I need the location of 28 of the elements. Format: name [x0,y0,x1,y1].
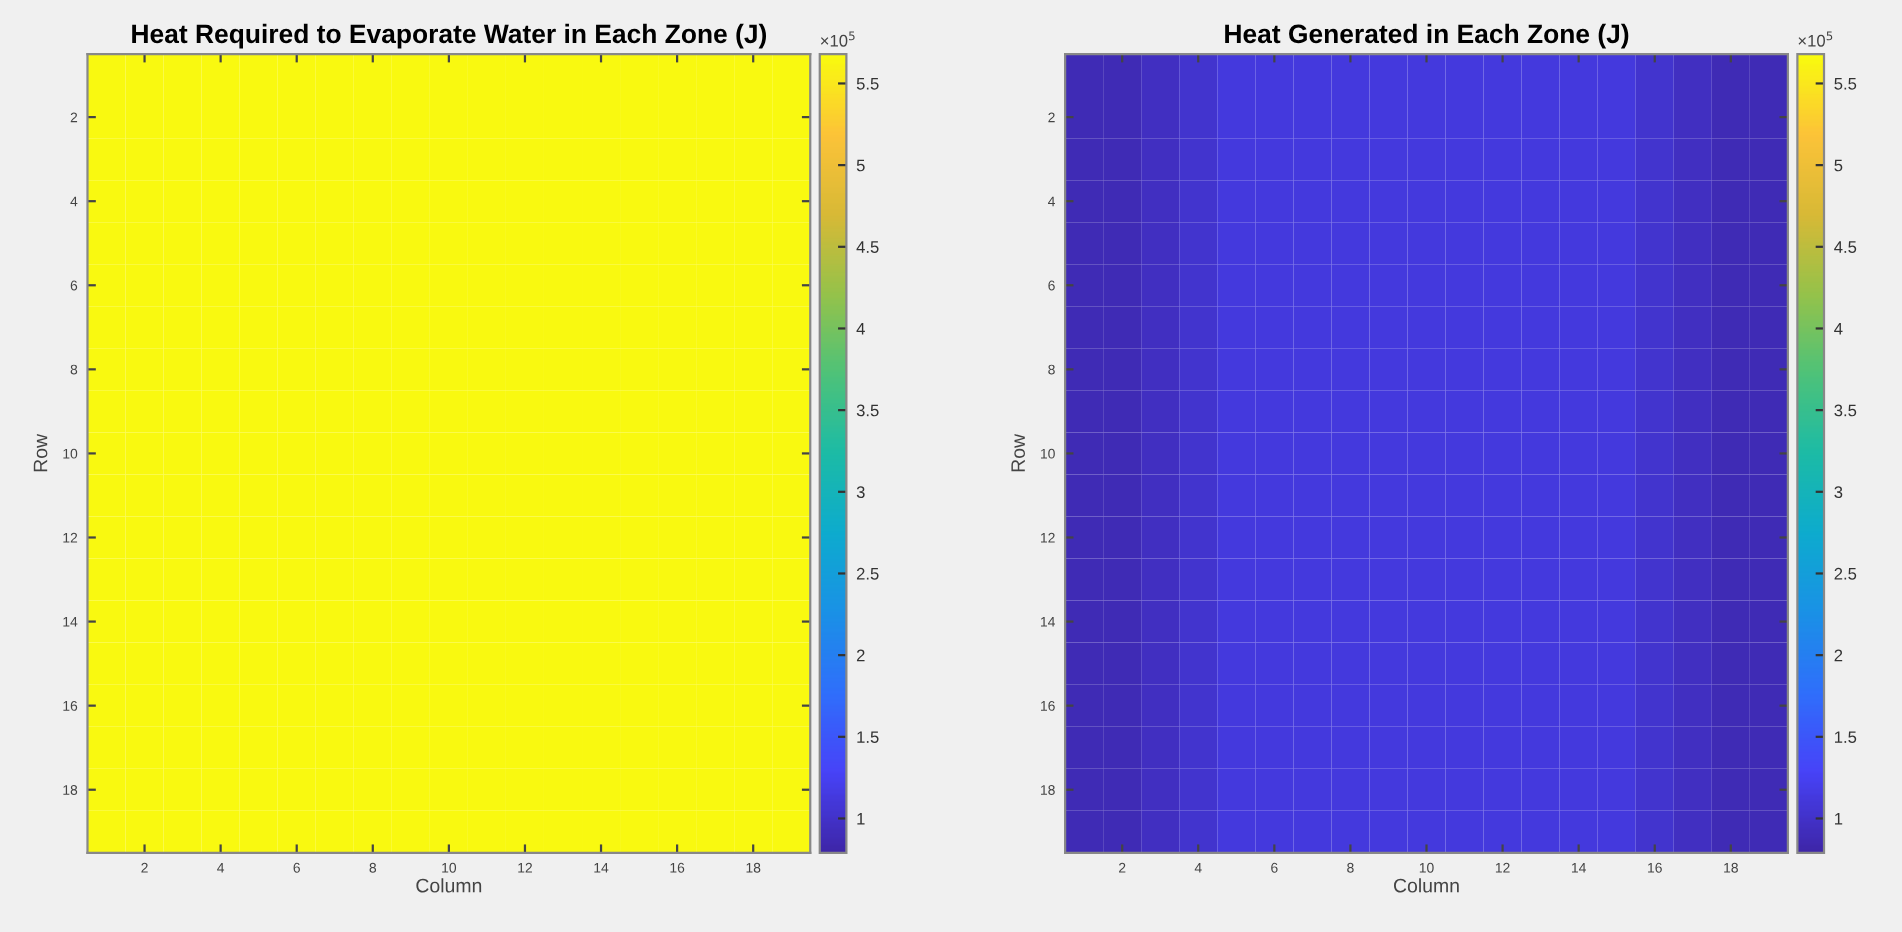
color-bar-label: 1.5 [1835,731,1857,744]
color-bar-label: 5 [856,159,865,172]
color-bar-label: 5.5 [856,78,879,90]
color-bar-label: 3.5 [1834,404,1857,417]
color-bar-label: 2.5 [1834,567,1857,580]
color-bar-label: 3 [1834,486,1843,499]
color-bar-label: 4.5 [1834,241,1857,253]
y-axis-title: Row [33,433,48,472]
color-bar-label: 4 [1834,323,1843,335]
text: ×10$^{5}$ [1798,31,1833,47]
color-bar-label: 4 [856,323,865,335]
chart-title: Heat Required to Evaporate Water in Each Zone (J) [132,23,767,49]
color-bar-label: 1 [857,813,865,825]
color-bar-label: 3 [856,486,865,499]
color-bar-label: 5.5 [1834,78,1857,90]
color-bar-label: 1.5 [857,731,879,744]
color-bar-label: 2 [856,649,865,662]
x-axis-title: Column [416,878,482,893]
x-axis-title: Column [1393,878,1459,893]
color-bar-label: 2 [1834,649,1843,662]
text: ×10$^{5}$ [820,31,855,47]
color-bar-label: 5 [1834,159,1843,172]
color-bar-label: 2.5 [856,567,879,580]
y-axis-title: Row [1011,433,1025,472]
color-bar-label: 3.5 [856,404,879,417]
color-bar-label: 1 [1835,813,1843,825]
color-bar-label: 4.5 [856,241,879,253]
chart-title: Heat Generated in Each Zone (J) [1225,23,1629,49]
